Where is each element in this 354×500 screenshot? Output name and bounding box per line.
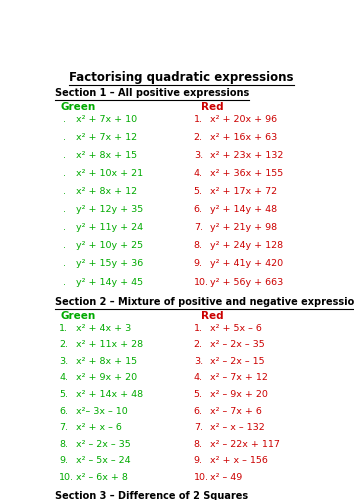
Text: 2.: 2. [194, 340, 203, 349]
Text: Section 3 – Difference of 2 Squares: Section 3 – Difference of 2 Squares [55, 491, 249, 500]
Text: .: . [63, 223, 67, 232]
Text: x² + 5x – 6: x² + 5x – 6 [210, 324, 262, 332]
Text: Section 1 – All positive expressions: Section 1 – All positive expressions [55, 88, 250, 98]
Text: 1.: 1. [194, 324, 203, 332]
Text: Green: Green [61, 102, 96, 112]
Text: x²– 3x – 10: x²– 3x – 10 [76, 406, 127, 416]
Text: 10.: 10. [59, 472, 74, 482]
Text: 2.: 2. [59, 340, 68, 349]
Text: x² – 7x + 6: x² – 7x + 6 [210, 406, 262, 416]
Text: 9.: 9. [194, 456, 203, 465]
Text: 9.: 9. [59, 456, 68, 465]
Text: x² + 20x + 96: x² + 20x + 96 [210, 114, 277, 124]
Text: 4.: 4. [194, 374, 203, 382]
Text: 1.: 1. [59, 324, 68, 332]
Text: Section 2 – Mixture of positive and negative expressions: Section 2 – Mixture of positive and nega… [55, 297, 354, 307]
Text: .: . [63, 260, 67, 268]
Text: 10.: 10. [194, 472, 209, 482]
Text: y² + 14y + 48: y² + 14y + 48 [210, 205, 277, 214]
Text: x² + 11x + 28: x² + 11x + 28 [76, 340, 143, 349]
Text: x² + 17x + 72: x² + 17x + 72 [210, 187, 277, 196]
Text: x² – 9x + 20: x² – 9x + 20 [210, 390, 268, 399]
Text: 5.: 5. [194, 390, 203, 399]
Text: 3.: 3. [194, 357, 203, 366]
Text: x² + 10x + 21: x² + 10x + 21 [76, 169, 143, 178]
Text: x² – 5x – 24: x² – 5x – 24 [76, 456, 130, 465]
Text: x² + 23x + 132: x² + 23x + 132 [210, 151, 284, 160]
Text: y² + 15y + 36: y² + 15y + 36 [76, 260, 143, 268]
Text: y² + 11y + 24: y² + 11y + 24 [76, 223, 143, 232]
Text: x² – 22x + 117: x² – 22x + 117 [210, 440, 280, 448]
Text: 7.: 7. [194, 423, 203, 432]
Text: 2.: 2. [194, 133, 203, 142]
Text: 1.: 1. [194, 114, 203, 124]
Text: 6.: 6. [59, 406, 68, 416]
Text: y² + 21y + 98: y² + 21y + 98 [210, 223, 277, 232]
Text: x² – 2x – 35: x² – 2x – 35 [76, 440, 131, 448]
Text: .: . [63, 242, 67, 250]
Text: 3.: 3. [59, 357, 68, 366]
Text: Green: Green [61, 311, 96, 321]
Text: 3.: 3. [194, 151, 203, 160]
Text: 7.: 7. [59, 423, 68, 432]
Text: x² – x – 132: x² – x – 132 [210, 423, 265, 432]
Text: 7.: 7. [194, 223, 203, 232]
Text: x² + 7x + 10: x² + 7x + 10 [76, 114, 137, 124]
Text: y² + 14y + 45: y² + 14y + 45 [76, 278, 143, 286]
Text: 4.: 4. [194, 169, 203, 178]
Text: 5.: 5. [194, 187, 203, 196]
Text: y² + 10y + 25: y² + 10y + 25 [76, 242, 143, 250]
Text: .: . [63, 114, 67, 124]
Text: .: . [63, 205, 67, 214]
Text: x² + 8x + 15: x² + 8x + 15 [76, 151, 137, 160]
Text: 5.: 5. [59, 390, 68, 399]
Text: x² + 4x + 3: x² + 4x + 3 [76, 324, 131, 332]
Text: x² – 7x + 12: x² – 7x + 12 [210, 374, 268, 382]
Text: 6.: 6. [194, 406, 203, 416]
Text: .: . [63, 187, 67, 196]
Text: x² + 14x + 48: x² + 14x + 48 [76, 390, 143, 399]
Text: y² + 41y + 420: y² + 41y + 420 [210, 260, 283, 268]
Text: .: . [63, 278, 67, 286]
Text: x² + 8x + 12: x² + 8x + 12 [76, 187, 137, 196]
Text: x² + 36x + 155: x² + 36x + 155 [210, 169, 284, 178]
Text: x² + 8x + 15: x² + 8x + 15 [76, 357, 137, 366]
Text: Factorising quadratic expressions: Factorising quadratic expressions [69, 71, 294, 84]
Text: 9.: 9. [194, 260, 203, 268]
Text: 10.: 10. [194, 278, 209, 286]
Text: x² + 9x + 20: x² + 9x + 20 [76, 374, 137, 382]
Text: 8.: 8. [194, 440, 203, 448]
Text: 8.: 8. [194, 242, 203, 250]
Text: Red: Red [201, 102, 223, 112]
Text: x² + 7x + 12: x² + 7x + 12 [76, 133, 137, 142]
Text: y² + 24y + 128: y² + 24y + 128 [210, 242, 283, 250]
Text: 6.: 6. [194, 205, 203, 214]
Text: Red: Red [201, 311, 223, 321]
Text: y² + 56y + 663: y² + 56y + 663 [210, 278, 284, 286]
Text: .: . [63, 169, 67, 178]
Text: .: . [63, 133, 67, 142]
Text: 8.: 8. [59, 440, 68, 448]
Text: x² – 2x – 15: x² – 2x – 15 [210, 357, 265, 366]
Text: 4.: 4. [59, 374, 68, 382]
Text: y² + 12y + 35: y² + 12y + 35 [76, 205, 143, 214]
Text: x² + x – 6: x² + x – 6 [76, 423, 122, 432]
Text: x² + 16x + 63: x² + 16x + 63 [210, 133, 278, 142]
Text: x² + x – 156: x² + x – 156 [210, 456, 268, 465]
Text: x² – 2x – 35: x² – 2x – 35 [210, 340, 265, 349]
Text: .: . [63, 151, 67, 160]
Text: x² – 6x + 8: x² – 6x + 8 [76, 472, 128, 482]
Text: x² – 49: x² – 49 [210, 472, 242, 482]
